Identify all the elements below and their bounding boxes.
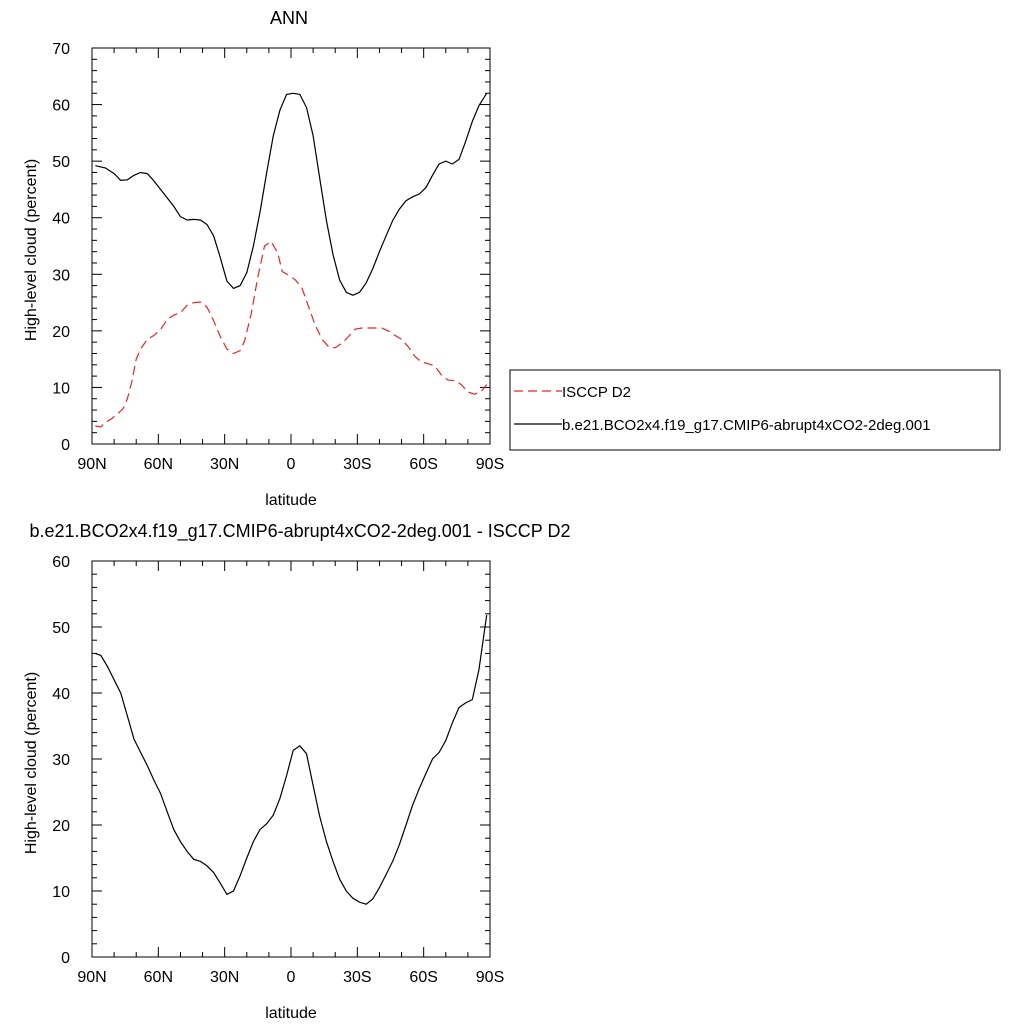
x-tick-label: 60S: [409, 456, 437, 473]
legend-label: b.e21.BCO2x4.f19_g17.CMIP6-abrupt4xCO2-2…: [562, 417, 931, 434]
legend-label: ISCCP D2: [562, 384, 631, 401]
y-tick-label: 10: [52, 380, 70, 397]
y-tick-label: 60: [52, 554, 70, 571]
y-tick-label: 70: [52, 41, 70, 58]
y-tick-label: 20: [52, 324, 70, 341]
x-tick-label: 90S: [476, 969, 504, 986]
series-line-1: [95, 615, 488, 905]
panel-1: ANN 90N 60N 30N 0 30S 60S 90S 0 10 20 30 40 50 60 70 lat…: [23, 8, 1001, 509]
y-tick-label: 0: [61, 437, 70, 454]
legend: ISCCP D2 b.e21.BCO2x4.f19_g17.CMIP6-abrup…: [509, 369, 1001, 451]
panel-2: b.e21.BCO2x4.f19_g17.CMIP6-abrupt4xCO2-2…: [23, 521, 570, 1022]
x-tick-label: 30N: [210, 456, 239, 473]
x-tick-label: 30N: [210, 969, 239, 986]
x-tick-label: 90S: [476, 456, 504, 473]
x-tick-label: 90N: [77, 456, 106, 473]
y-tick-label: 10: [52, 884, 70, 901]
y-tick-label: 40: [52, 686, 70, 703]
x-tick-label: 30S: [343, 969, 371, 986]
series-line-1: [95, 240, 488, 428]
x-tick-label: 30S: [343, 456, 371, 473]
x-tick-label: 0: [287, 456, 296, 473]
plot-frame: [91, 47, 491, 445]
y-tick-label: 20: [52, 818, 70, 835]
series-line-2: [95, 92, 488, 296]
y-tick-label: 40: [52, 211, 70, 228]
y-tick-label: 30: [52, 752, 70, 769]
y-tick-label: 50: [52, 154, 70, 171]
legend-box: [509, 369, 1001, 451]
x-tick-label: 60N: [144, 456, 173, 473]
x-tick-label: 60N: [144, 969, 173, 986]
y-tick-label: 30: [52, 267, 70, 284]
x-axis-label: latitude: [265, 1005, 317, 1022]
x-tick-label: 90N: [77, 969, 106, 986]
y-tick-label: 60: [52, 98, 70, 115]
x-axis-label: latitude: [265, 492, 317, 509]
chart-title: ANN: [270, 8, 308, 28]
chart-title: b.e21.BCO2x4.f19_g17.CMIP6-abrupt4xCO2-2…: [30, 521, 571, 542]
y-axis-label: High-level cloud (percent): [23, 159, 40, 341]
y-tick-label: 0: [61, 950, 70, 967]
x-tick-label: 0: [287, 969, 296, 986]
x-tick-label: 60S: [409, 969, 437, 986]
y-tick-label: 50: [52, 620, 70, 637]
y-axis-label: High-level cloud (percent): [23, 672, 40, 854]
